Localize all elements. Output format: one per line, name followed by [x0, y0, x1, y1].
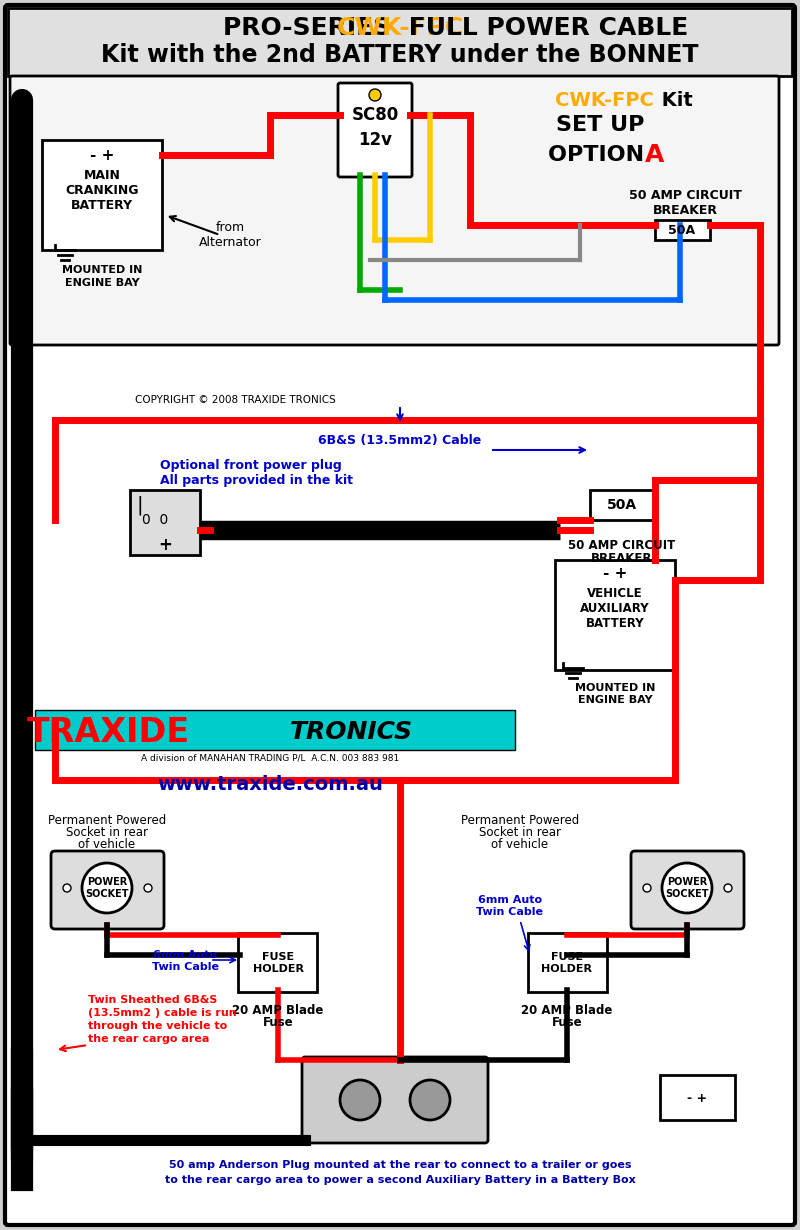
Text: AUXILIARY: AUXILIARY: [580, 601, 650, 615]
Circle shape: [82, 863, 132, 913]
Text: 6B&S (13.5mm2) Cable: 6B&S (13.5mm2) Cable: [318, 433, 482, 446]
Text: TRONICS: TRONICS: [290, 720, 413, 744]
Text: 0  0: 0 0: [142, 513, 168, 526]
Text: CWK-FPC: CWK-FPC: [336, 16, 464, 41]
Text: Kit: Kit: [655, 91, 693, 109]
Text: MOUNTED IN: MOUNTED IN: [62, 264, 142, 276]
Text: POWER
SOCKET: POWER SOCKET: [666, 877, 709, 899]
Text: A: A: [645, 143, 664, 167]
Bar: [590, 490, 655, 520]
Text: - +: - +: [687, 1091, 707, 1105]
Bar: [8, 9, 792, 76]
FancyBboxPatch shape: [528, 934, 607, 993]
Text: BATTERY: BATTERY: [586, 616, 644, 630]
Circle shape: [340, 1080, 380, 1121]
Text: Twin Sheathed 6B&S: Twin Sheathed 6B&S: [88, 995, 218, 1005]
Text: Twin Cable: Twin Cable: [151, 962, 218, 972]
Text: CRANKING: CRANKING: [66, 183, 138, 197]
FancyBboxPatch shape: [338, 82, 412, 177]
Text: 6mm Auto: 6mm Auto: [478, 895, 542, 905]
FancyBboxPatch shape: [51, 851, 164, 929]
Text: MOUNTED IN: MOUNTED IN: [575, 683, 655, 692]
Circle shape: [369, 89, 381, 101]
Text: FULL POWER CABLE: FULL POWER CABLE: [400, 16, 688, 41]
Text: SET UP: SET UP: [556, 114, 644, 135]
Text: 50A: 50A: [669, 224, 695, 236]
Text: OPTION: OPTION: [548, 145, 652, 165]
Text: (13.5mm2 ) cable is run: (13.5mm2 ) cable is run: [88, 1009, 237, 1018]
Bar: [655, 220, 710, 240]
Text: 20 AMP Blade: 20 AMP Blade: [522, 1004, 613, 1016]
FancyBboxPatch shape: [238, 934, 317, 993]
Text: ENGINE BAY: ENGINE BAY: [578, 695, 652, 705]
Text: BATTERY: BATTERY: [71, 198, 133, 212]
Circle shape: [724, 884, 732, 892]
Text: MAIN: MAIN: [83, 169, 121, 182]
Bar: [130, 490, 200, 555]
Text: Socket in rear: Socket in rear: [66, 825, 148, 839]
Text: FUSE
HOLDER: FUSE HOLDER: [542, 952, 593, 974]
Text: Fuse: Fuse: [552, 1016, 582, 1030]
Text: Twin Cable: Twin Cable: [477, 907, 543, 918]
Text: CWK-FPC: CWK-FPC: [555, 91, 654, 109]
FancyBboxPatch shape: [555, 560, 675, 670]
Text: through the vehicle to: through the vehicle to: [88, 1021, 227, 1031]
Text: 50 AMP CIRCUIT: 50 AMP CIRCUIT: [629, 188, 742, 202]
Text: Optional front power plug: Optional front power plug: [160, 459, 342, 471]
Text: 50A: 50A: [607, 498, 637, 512]
Text: Socket in rear: Socket in rear: [479, 825, 561, 839]
Text: 50 amp Anderson Plug mounted at the rear to connect to a trailer or goes: 50 amp Anderson Plug mounted at the rear…: [169, 1160, 631, 1170]
Text: www.traxide.com.au: www.traxide.com.au: [157, 775, 383, 795]
Text: Permanent Powered: Permanent Powered: [461, 813, 579, 827]
Text: A division of MANAHAN TRADING P/L  A.C.N. 003 883 981: A division of MANAHAN TRADING P/L A.C.N.…: [141, 754, 399, 763]
Text: to the rear cargo area to power a second Auxiliary Battery in a Battery Box: to the rear cargo area to power a second…: [165, 1175, 635, 1184]
Text: - +: - +: [90, 148, 114, 162]
Text: 50 AMP CIRCUIT: 50 AMP CIRCUIT: [568, 539, 676, 551]
Text: - +: - +: [603, 566, 627, 581]
Circle shape: [410, 1080, 450, 1121]
FancyBboxPatch shape: [42, 140, 162, 250]
Bar: [35, 710, 515, 750]
Text: 12v: 12v: [358, 132, 392, 149]
Text: the rear cargo area: the rear cargo area: [88, 1034, 210, 1044]
Text: Kit with the 2nd BATTERY under the BONNET: Kit with the 2nd BATTERY under the BONNE…: [102, 43, 698, 66]
Text: Permanent Powered: Permanent Powered: [48, 813, 166, 827]
Text: from
Alternator: from Alternator: [198, 221, 262, 248]
Text: TRAXIDE: TRAXIDE: [26, 716, 190, 749]
FancyBboxPatch shape: [631, 851, 744, 929]
Text: of vehicle: of vehicle: [491, 838, 549, 850]
Text: All parts provided in the kit: All parts provided in the kit: [160, 474, 353, 487]
Circle shape: [643, 884, 651, 892]
FancyBboxPatch shape: [10, 76, 779, 344]
Text: FUSE
HOLDER: FUSE HOLDER: [253, 952, 303, 974]
FancyBboxPatch shape: [5, 5, 795, 1225]
Text: 6mm Auto: 6mm Auto: [153, 950, 217, 959]
Text: of vehicle: of vehicle: [78, 838, 135, 850]
Text: Fuse: Fuse: [262, 1016, 294, 1030]
Text: |: |: [137, 496, 143, 514]
Text: +: +: [158, 536, 172, 554]
Text: 20 AMP Blade: 20 AMP Blade: [232, 1004, 324, 1016]
Text: SC80: SC80: [351, 106, 398, 124]
Circle shape: [662, 863, 712, 913]
Text: COPYRIGHT © 2008 TRAXIDE TRONICS: COPYRIGHT © 2008 TRAXIDE TRONICS: [135, 395, 336, 405]
Text: ENGINE BAY: ENGINE BAY: [65, 278, 139, 288]
Text: BREAKER: BREAKER: [591, 551, 653, 565]
Text: VEHICLE: VEHICLE: [587, 587, 643, 599]
Text: BREAKER: BREAKER: [653, 203, 718, 216]
Text: PRO-SERIES: PRO-SERIES: [223, 16, 400, 41]
Text: POWER
SOCKET: POWER SOCKET: [86, 877, 129, 899]
Circle shape: [63, 884, 71, 892]
Circle shape: [144, 884, 152, 892]
Bar: [660, 1075, 735, 1121]
FancyBboxPatch shape: [302, 1057, 488, 1143]
